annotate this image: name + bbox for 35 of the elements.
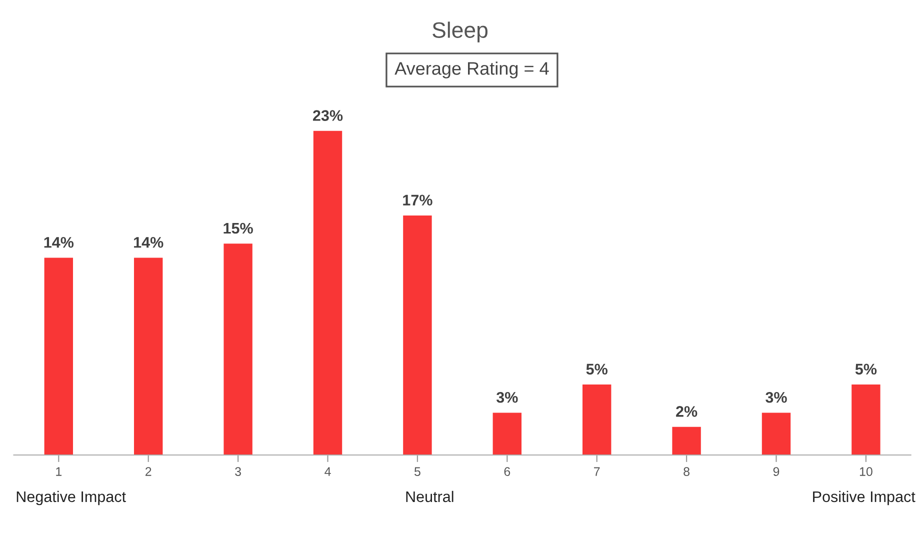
data-label: 15% <box>224 222 253 234</box>
data-label: 17% <box>403 194 432 206</box>
bar <box>582 384 612 455</box>
data-label: 3% <box>766 392 787 403</box>
data-label: 14% <box>134 236 164 248</box>
chart-title: Sleep <box>432 22 488 42</box>
data-label: 3% <box>496 392 518 403</box>
bar <box>852 384 880 455</box>
text: Average Rating = 4 <box>394 62 549 78</box>
bar <box>313 130 342 455</box>
x-tick-label: 5 <box>414 467 420 476</box>
bar <box>134 258 163 455</box>
x-tick-label: 6 <box>504 467 510 476</box>
text: Neutral <box>406 490 454 502</box>
x-tick-label: 2 <box>146 467 152 476</box>
data-label: 5% <box>586 364 608 375</box>
x-tick-label: 1 <box>56 467 62 476</box>
bar <box>762 412 791 455</box>
x-tick-label: 9 <box>773 467 780 476</box>
text: Positive Impact <box>813 490 916 506</box>
data-label: 5% <box>855 364 877 375</box>
x-tick-label: 3 <box>235 467 241 476</box>
bar <box>224 244 252 455</box>
x-tick-label: 7 <box>594 467 600 476</box>
x-tick-label: 8 <box>684 467 690 476</box>
x-tick-label: 4 <box>324 467 331 476</box>
data-label: 23% <box>312 110 343 121</box>
data-label: 2% <box>676 406 698 417</box>
text: Negative Impact <box>16 490 126 506</box>
bar <box>492 412 522 455</box>
x-tick-label: 10 <box>860 467 872 476</box>
bar <box>44 258 73 455</box>
bar <box>403 215 432 455</box>
data-label: 14% <box>44 236 74 248</box>
bar <box>672 426 701 455</box>
